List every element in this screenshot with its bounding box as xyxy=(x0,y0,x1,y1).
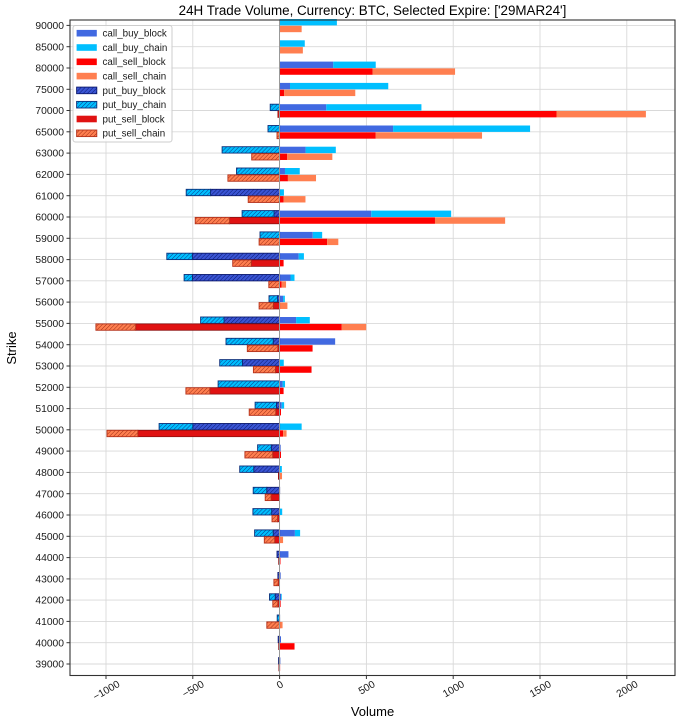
svg-text:put_buy_chain: put_buy_chain xyxy=(103,100,167,111)
svg-text:41000: 41000 xyxy=(35,617,64,628)
svg-text:54000: 54000 xyxy=(35,340,64,351)
svg-text:0: 0 xyxy=(275,679,286,692)
svg-text:61000: 61000 xyxy=(35,191,64,202)
svg-text:59000: 59000 xyxy=(35,234,64,245)
svg-text:56000: 56000 xyxy=(35,298,64,309)
svg-text:90000: 90000 xyxy=(35,21,64,32)
svg-text:call_buy_block: call_buy_block xyxy=(103,29,167,40)
svg-text:85000: 85000 xyxy=(35,42,64,53)
svg-text:57000: 57000 xyxy=(35,276,64,287)
svg-text:put_sell_chain: put_sell_chain xyxy=(103,129,166,140)
svg-text:65000: 65000 xyxy=(35,127,64,138)
svg-text:47000: 47000 xyxy=(35,489,64,500)
svg-text:24H Trade Volume, Currency: BT: 24H Trade Volume, Currency: BTC, Selecte… xyxy=(179,3,567,18)
svg-text:45000: 45000 xyxy=(35,532,64,543)
svg-text:call_sell_chain: call_sell_chain xyxy=(103,72,167,83)
svg-text:44000: 44000 xyxy=(35,553,64,564)
svg-text:62000: 62000 xyxy=(35,170,64,181)
svg-text:80000: 80000 xyxy=(35,64,64,75)
svg-text:52000: 52000 xyxy=(35,383,64,394)
svg-text:39000: 39000 xyxy=(35,660,64,671)
svg-text:40000: 40000 xyxy=(35,638,64,649)
svg-text:55000: 55000 xyxy=(35,319,64,330)
svg-text:75000: 75000 xyxy=(35,85,64,96)
svg-text:46000: 46000 xyxy=(35,511,64,522)
svg-text:50000: 50000 xyxy=(35,425,64,436)
svg-text:43000: 43000 xyxy=(35,575,64,586)
svg-text:70000: 70000 xyxy=(35,106,64,117)
svg-text:42000: 42000 xyxy=(35,596,64,607)
svg-text:call_buy_chain: call_buy_chain xyxy=(103,43,168,54)
svg-text:53000: 53000 xyxy=(35,362,64,373)
svg-text:49000: 49000 xyxy=(35,447,64,458)
svg-text:Volume: Volume xyxy=(351,704,394,719)
svg-text:63000: 63000 xyxy=(35,149,64,160)
svg-text:Strike: Strike xyxy=(4,331,19,364)
svg-text:58000: 58000 xyxy=(35,255,64,266)
svg-text:48000: 48000 xyxy=(35,468,64,479)
svg-text:put_buy_block: put_buy_block xyxy=(103,86,166,97)
svg-text:put_sell_block: put_sell_block xyxy=(103,114,165,125)
svg-text:60000: 60000 xyxy=(35,213,64,224)
svg-text:call_sell_block: call_sell_block xyxy=(103,57,166,68)
svg-text:51000: 51000 xyxy=(35,404,64,415)
